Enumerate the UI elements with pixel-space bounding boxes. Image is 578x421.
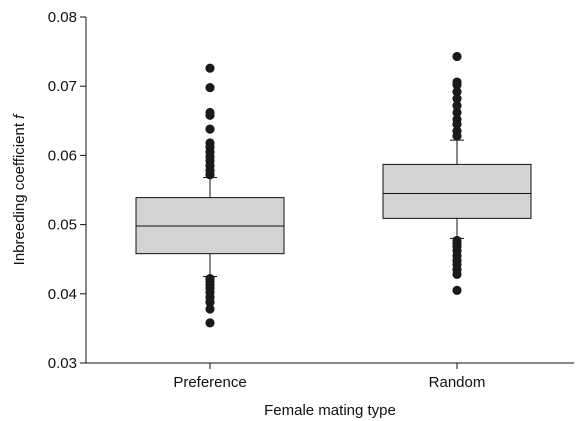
x-tick-label: Random: [429, 374, 486, 391]
y-tick-label: 0.04: [48, 286, 77, 303]
outlier-point: [452, 126, 462, 136]
outlier-point: [205, 304, 215, 314]
outlier-point: [452, 94, 462, 104]
box-group-random: [382, 51, 532, 295]
boxes: [135, 51, 532, 328]
y-tick-label: 0.07: [48, 78, 77, 95]
outlier-point: [205, 107, 215, 118]
outlier-point: [205, 63, 215, 73]
outlier-point: [205, 124, 215, 134]
box-group-preference: [135, 63, 285, 328]
outlier-point: [452, 77, 462, 87]
outlier-point: [452, 285, 462, 295]
x-tick-label: Preference: [173, 374, 246, 391]
y-axis-title-italic: f: [11, 113, 28, 119]
outlier-point: [452, 51, 462, 62]
y-ticks: 0.03 0.04 0.05 0.06 0.07 0.08: [48, 9, 86, 372]
y-tick-label: 0.08: [48, 9, 77, 26]
outlier-point: [452, 87, 462, 97]
outlier-point: [205, 318, 215, 328]
outlier-point: [452, 235, 462, 246]
outlier-point: [205, 82, 215, 93]
outlier-point: [452, 114, 462, 125]
x-ticks: Preference Random: [173, 363, 485, 391]
outlier-point: [452, 100, 462, 111]
outlier-point: [205, 273, 215, 284]
y-axis-title-main: Inbreeding coefficient: [11, 119, 28, 266]
y-tick-label: 0.03: [48, 355, 77, 372]
axes: [85, 17, 574, 364]
outlier-point: [452, 107, 462, 118]
y-tick-label: 0.06: [48, 147, 77, 164]
y-tick-label: 0.05: [48, 217, 77, 234]
outlier-point: [205, 138, 215, 148]
x-axis-title: Female mating type: [264, 402, 396, 419]
iqr-box: [382, 163, 532, 219]
y-axis-title: Inbreeding coefficient f: [11, 113, 28, 266]
